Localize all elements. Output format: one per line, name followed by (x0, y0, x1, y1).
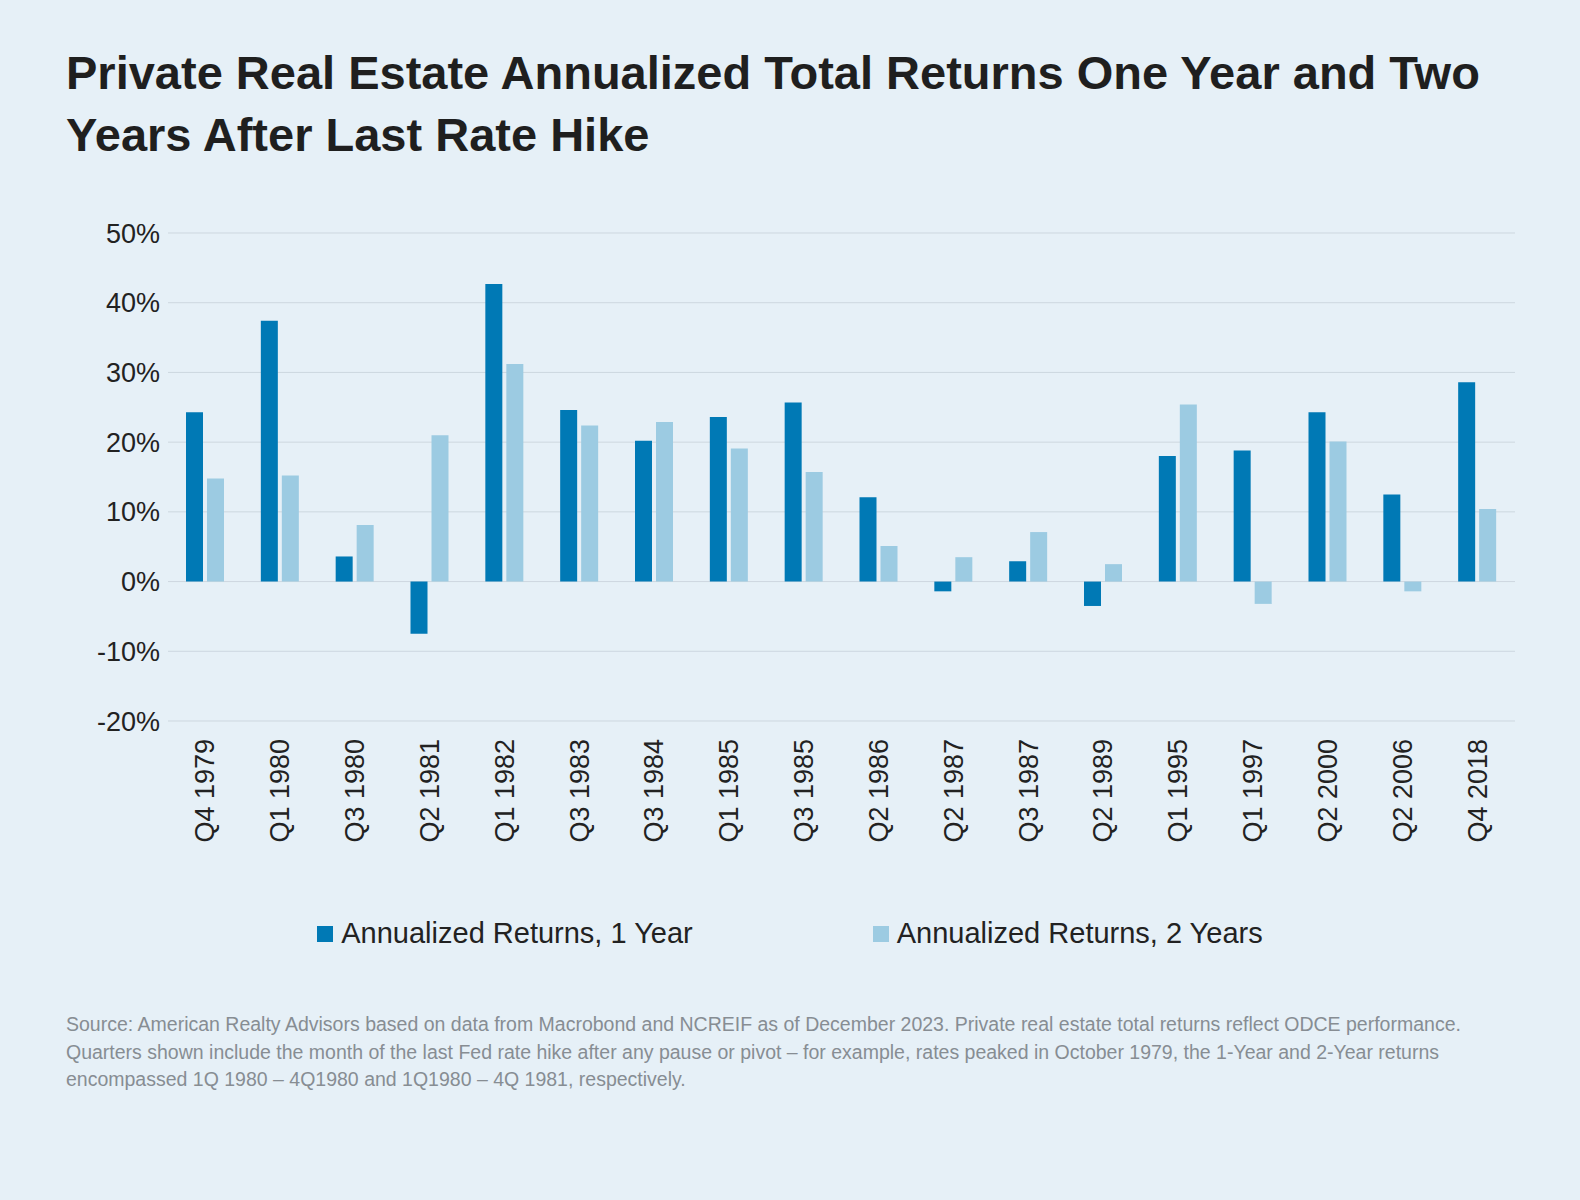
svg-text:10%: 10% (106, 497, 160, 527)
svg-text:Q3 1983: Q3 1983 (565, 739, 595, 843)
svg-text:-10%: -10% (97, 637, 160, 667)
svg-text:Q3 1987: Q3 1987 (1014, 739, 1044, 843)
html-text:Source: American Realty Adviso: Source: American Realty Advisors based o… (66, 1013, 1461, 1090)
svg-text:50%: 50% (106, 219, 160, 249)
svg-text:Q3 1985: Q3 1985 (789, 739, 819, 843)
svg-text:30%: 30% (106, 358, 160, 388)
svg-text:Q1 1985: Q1 1985 (714, 739, 744, 843)
svg-text:Q2 2000: Q2 2000 (1313, 739, 1343, 843)
svg-text:Q1 1995: Q1 1995 (1163, 739, 1193, 843)
svg-text:-20%: -20% (97, 707, 160, 737)
svg-text:20%: 20% (106, 428, 160, 458)
svg-text:Q2 1981: Q2 1981 (415, 739, 445, 843)
svg-text:40%: 40% (106, 288, 160, 318)
svg-text:Q2 1989: Q2 1989 (1088, 739, 1118, 843)
svg-text:Q4 2018: Q4 2018 (1463, 739, 1493, 843)
svg-text:Q3 1984: Q3 1984 (639, 739, 669, 843)
svg-text:Q1 1980: Q1 1980 (265, 739, 295, 843)
svg-text:0%: 0% (121, 567, 160, 597)
html-text:Annualized Returns, 2 Years: Annualized Returns, 2 Years (896, 917, 1263, 949)
html-text:Annualized Returns, 1 Year: Annualized Returns, 1 Year (341, 917, 693, 949)
svg-text:Q1 1997: Q1 1997 (1238, 739, 1268, 843)
svg-text:Q3 1980: Q3 1980 (340, 739, 370, 843)
svg-text:Q1 1982: Q1 1982 (490, 739, 520, 843)
svg-text:Q4 1979: Q4 1979 (190, 739, 220, 843)
svg-text:Q2 1987: Q2 1987 (939, 739, 969, 843)
svg-text:Q2 1986: Q2 1986 (864, 739, 894, 843)
svg-text:Q2 2006: Q2 2006 (1388, 739, 1418, 843)
html-text:Private Real Estate Annualized: Private Real Estate Annualized Total Ret… (66, 46, 1480, 161)
